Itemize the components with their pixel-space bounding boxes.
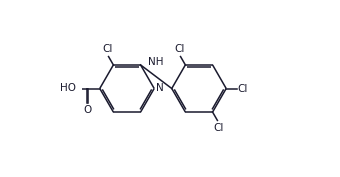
- Text: Cl: Cl: [102, 44, 113, 55]
- Text: Cl: Cl: [174, 44, 185, 55]
- Text: N: N: [156, 84, 163, 93]
- Text: O: O: [83, 105, 91, 115]
- Text: HO: HO: [60, 84, 76, 93]
- Text: Cl: Cl: [238, 84, 248, 93]
- Text: NH: NH: [149, 57, 164, 67]
- Text: Cl: Cl: [213, 122, 223, 133]
